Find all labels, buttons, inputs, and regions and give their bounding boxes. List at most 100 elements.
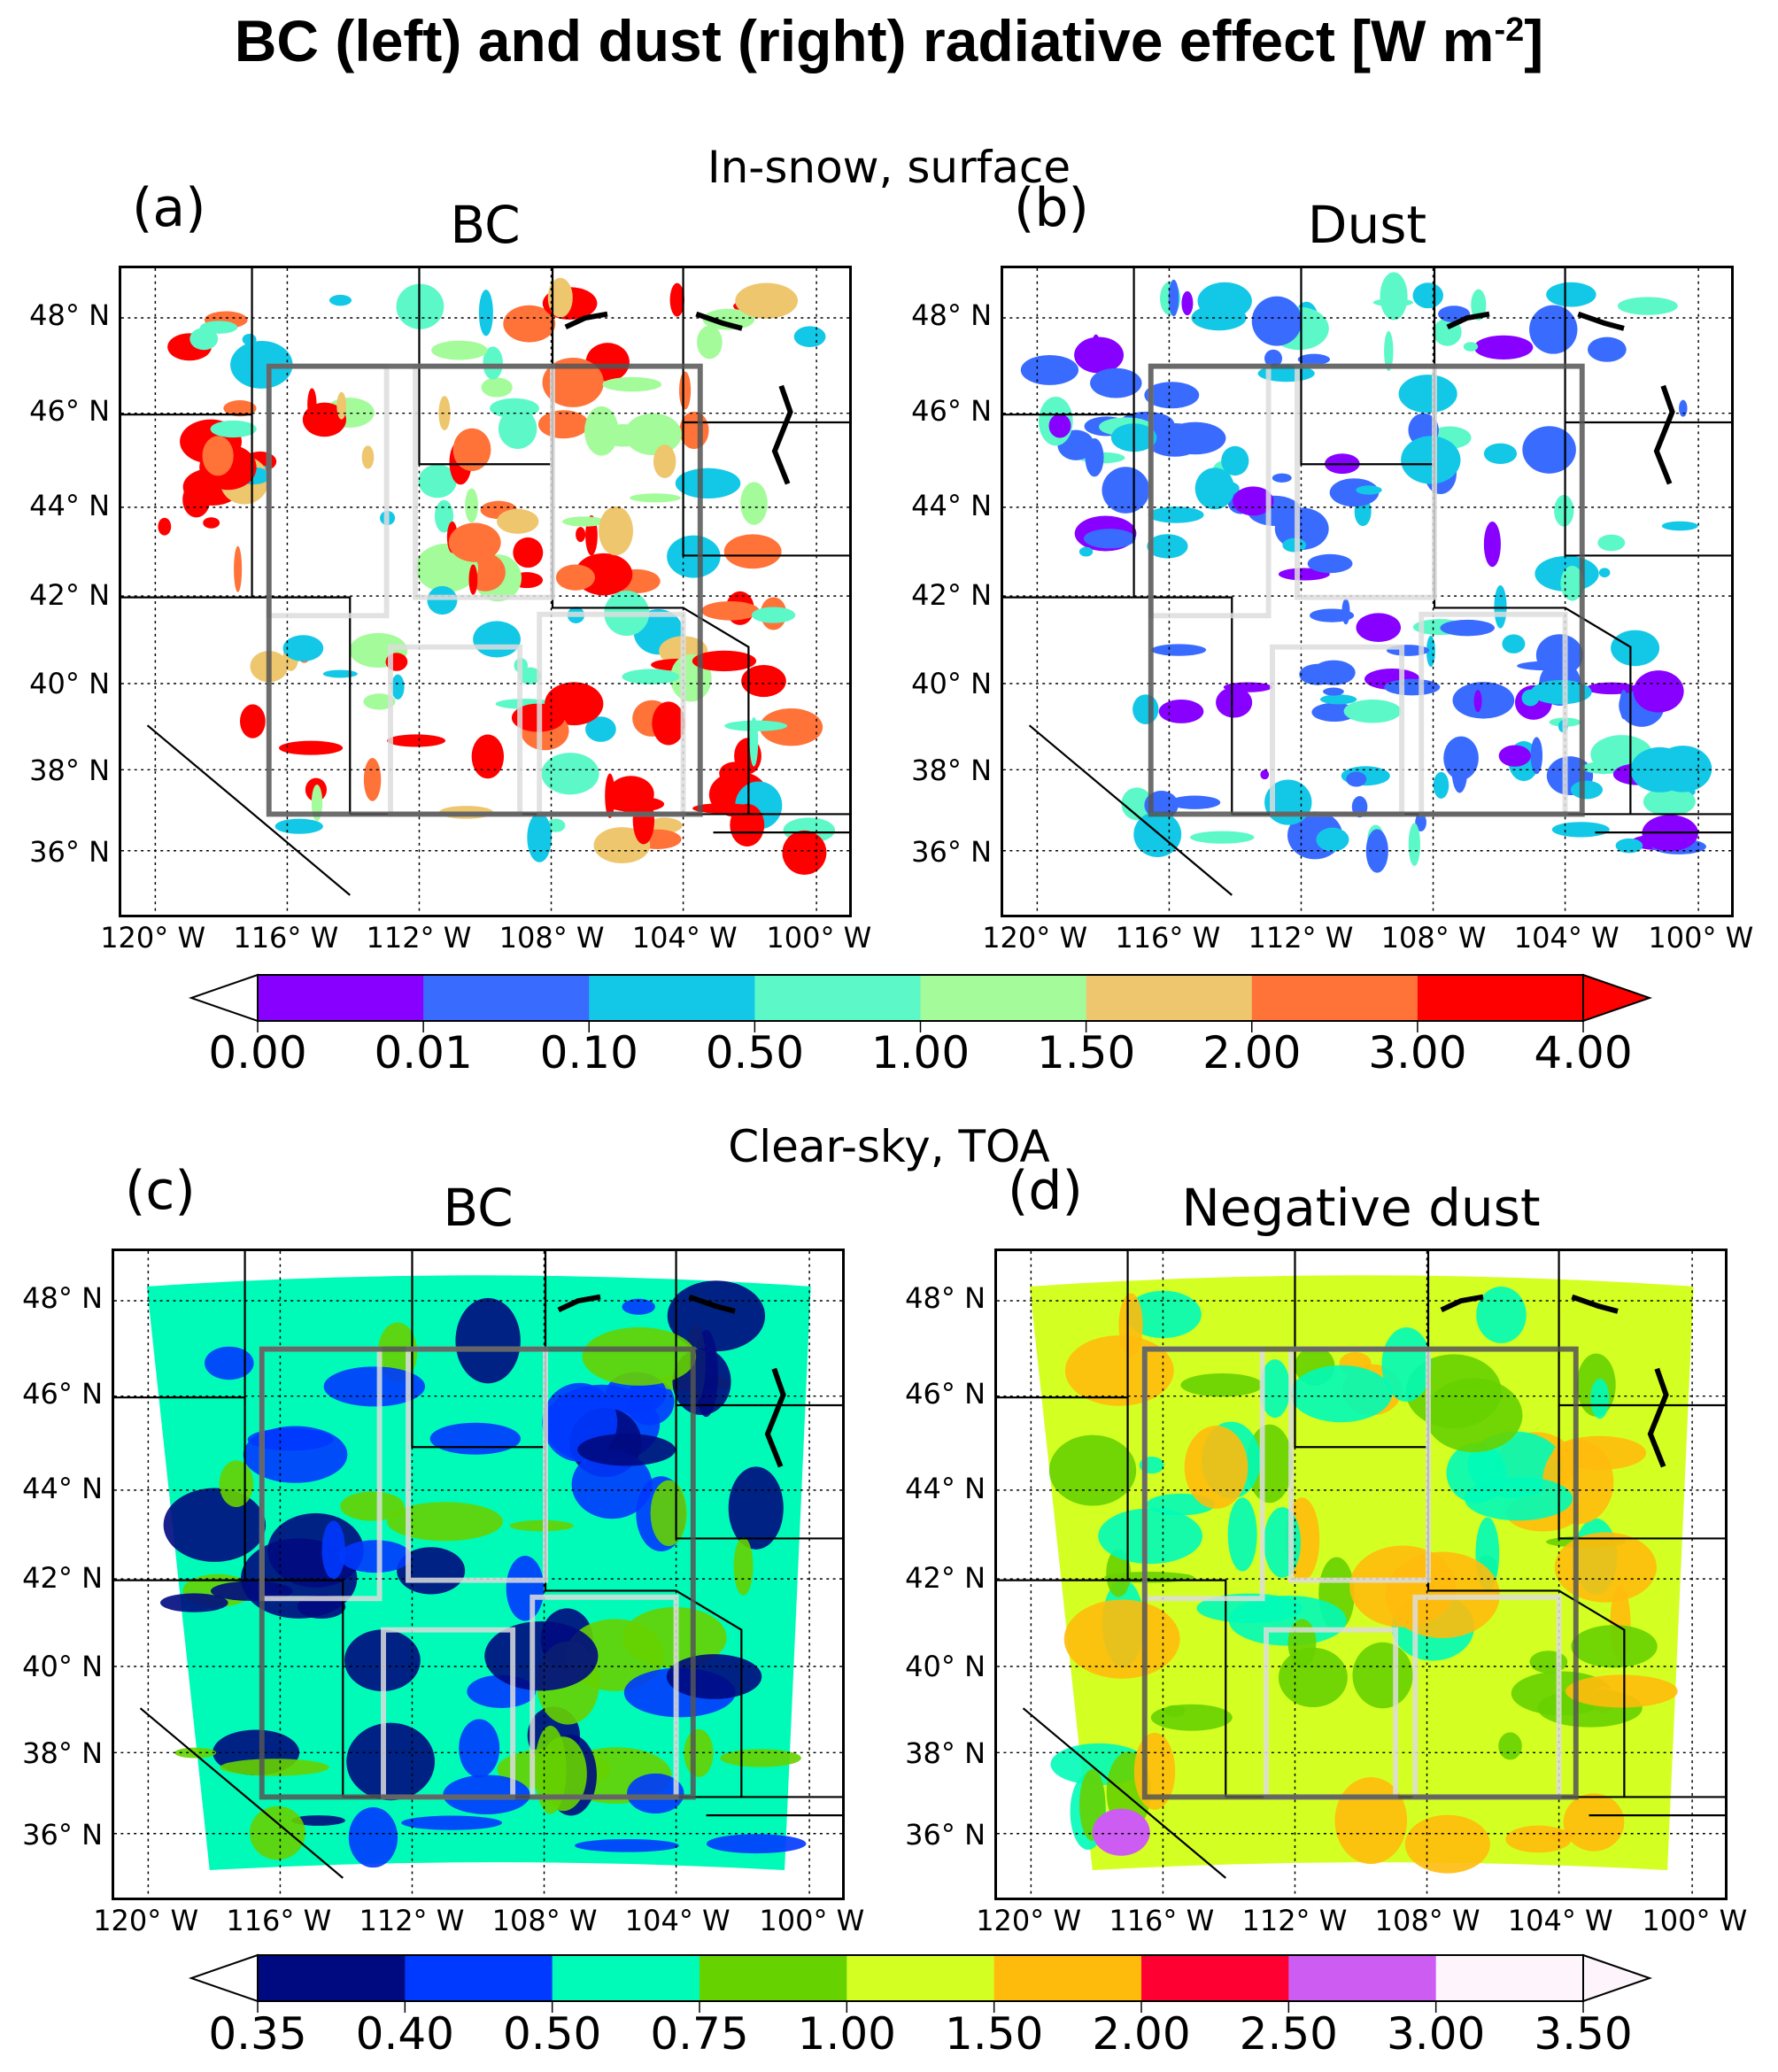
field-patch: [1343, 699, 1402, 723]
field-patch: [282, 635, 324, 661]
field-patch: [1118, 1293, 1143, 1357]
field-patch: [1158, 700, 1204, 723]
longitude-tick-label: 112° W: [366, 921, 472, 955]
colorbar-level-label: 3.00: [1386, 2008, 1486, 2060]
field-patch: [1251, 296, 1303, 346]
longitude-tick-label: 116° W: [233, 921, 339, 955]
analysis-region-box: [1148, 363, 1585, 817]
field-patch: [652, 701, 685, 746]
analysis-region-box: [266, 363, 703, 817]
field-patch: [205, 1346, 254, 1380]
field-patch: [539, 1736, 587, 1812]
field-patch: [582, 1327, 697, 1386]
field-patch: [650, 1480, 687, 1547]
field-patch: [455, 1297, 521, 1384]
field-patch: [390, 674, 405, 700]
field-patch: [740, 482, 768, 525]
field-patch: [555, 564, 595, 591]
colorbar-level-label: 1.00: [797, 2008, 896, 2060]
longitude-tick-label: 100° W: [1648, 921, 1754, 955]
field-patch: [622, 669, 680, 684]
field-patch: [189, 328, 219, 351]
colorbar-swatch: [920, 975, 1087, 1021]
field-patch: [1323, 687, 1344, 696]
field-patch: [1197, 282, 1252, 320]
field-patch: [418, 464, 457, 499]
longitude-tick-label: 120° W: [100, 921, 206, 955]
field-patch: [1381, 1327, 1432, 1402]
colorbar-swatch: [1417, 975, 1584, 1021]
field-patch: [1498, 745, 1531, 767]
longitude-tick-label: 120° W: [976, 1904, 1082, 1937]
field-patch: [346, 1722, 436, 1801]
field-patch: [562, 516, 607, 527]
field-patch: [1048, 1434, 1137, 1506]
colorbar-level-label: 3.50: [1534, 2008, 1633, 2060]
field-patch: [1440, 619, 1496, 637]
field-patch: [1617, 297, 1678, 315]
field-patch: [584, 406, 619, 456]
colorbar-level-label: 1.00: [870, 1027, 970, 1079]
field-patch: [471, 734, 505, 779]
field-patch: [702, 308, 755, 330]
field-patch: [576, 527, 586, 543]
field-patch: [158, 517, 172, 536]
field-patch: [1433, 771, 1449, 799]
field-patch: [666, 1654, 762, 1699]
latitude-tick-label: 44° N: [911, 489, 992, 523]
panel-label: (c): [125, 1160, 196, 1222]
latitude-tick-label: 48° N: [911, 298, 992, 332]
field-patch: [679, 371, 692, 410]
field-patch: [274, 818, 323, 834]
longitude-tick-label: 116° W: [1115, 921, 1221, 955]
latitude-tick-label: 48° N: [22, 1280, 103, 1315]
field-patch: [692, 803, 754, 814]
latitude-tick-label: 44° N: [29, 489, 110, 523]
field-patch: [1352, 1642, 1413, 1709]
field-patch: [1272, 473, 1292, 483]
field-patch: [1063, 1599, 1180, 1679]
latitude-tick-label: 38° N: [29, 753, 110, 787]
map-panel-b: [1001, 266, 1734, 917]
field-patch: [322, 669, 358, 678]
field-patch: [1078, 546, 1094, 557]
field-patch: [1563, 1793, 1625, 1852]
field-patch: [1408, 380, 1453, 406]
field-patch: [1571, 1625, 1658, 1668]
longitude-tick-label: 100° W: [759, 1904, 865, 1937]
field-patch: [1483, 521, 1501, 568]
field-patch: [429, 1422, 521, 1455]
field-patch: [1329, 478, 1380, 507]
analysis-region-box: [388, 644, 523, 817]
field-patch: [1227, 1497, 1257, 1572]
field-patch: [503, 305, 556, 343]
latitude-tick-label: 46° N: [911, 394, 992, 429]
field-patch: [1278, 1647, 1348, 1708]
field-patch: [1169, 795, 1221, 809]
field-patch: [624, 413, 682, 456]
field-patch: [793, 326, 826, 348]
latitude-tick-label: 46° N: [22, 1377, 103, 1411]
field-patch: [473, 621, 521, 658]
colorbar-level-label: 4.00: [1534, 1027, 1633, 1079]
field-patch: [537, 410, 589, 439]
field-patch: [1384, 330, 1394, 372]
field-patch: [513, 537, 544, 568]
field-patch: [1372, 298, 1413, 307]
longitude-tick-label: 112° W: [1241, 1904, 1348, 1937]
field-patch: [577, 1434, 676, 1466]
field-patch: [1184, 1426, 1248, 1509]
field-patch: [706, 1834, 807, 1854]
field-patch: [1597, 534, 1626, 552]
colorbar-2: [188, 1953, 1653, 2014]
field-patch: [1483, 443, 1518, 465]
latitude-tick-label: 38° N: [22, 1736, 103, 1770]
field-patch: [751, 607, 796, 623]
map-panel-c: [112, 1249, 845, 1900]
panel-title: Negative dust: [1181, 1178, 1541, 1238]
colorbar-level-label: 0.10: [539, 1027, 638, 1079]
field-patch: [1259, 1359, 1291, 1419]
longitude-tick-label: 104° W: [1507, 1904, 1613, 1937]
field-patch: [1620, 689, 1628, 720]
longitude-tick-label: 120° W: [93, 1904, 199, 1937]
